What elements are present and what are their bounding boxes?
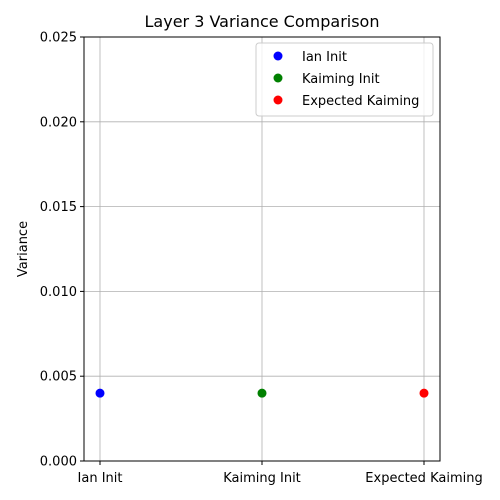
axis-ticks: 0.000 0.005 0.010 0.015 0.020 0.025 Ian Init Ka… [40,31,483,487]
data-point-kaiming-init [257,388,267,398]
y-axis-label: Variance [16,221,31,277]
x-tick-label: Ian Init [78,471,123,486]
x-tick-label: Kaiming Init [223,471,301,486]
data-point-expected-kaiming [419,388,429,398]
chart-title: Layer 3 Variance Comparison [145,12,380,31]
y-tick-label: 0.005 [40,370,77,385]
y-tick-label: 0.000 [40,455,77,470]
legend-marker [273,51,283,61]
legend-marker [273,95,283,105]
y-tick-label: 0.010 [40,285,77,300]
legend-frame [255,42,434,117]
legend-marker [273,73,283,83]
x-tick-label: Expected Kaiming [365,471,482,486]
legend-label: Ian Init [302,50,347,65]
data-points [95,388,429,398]
legend-label: Kaiming Init [302,72,380,87]
y-tick-label: 0.025 [40,31,77,46]
legend: Ian Init Kaiming Init Expected Kaiming [255,42,434,117]
legend-label: Expected Kaiming [302,94,419,109]
data-point-ian-init [95,388,105,398]
y-tick-label: 0.020 [40,115,77,130]
y-tick-label: 0.015 [40,200,77,215]
